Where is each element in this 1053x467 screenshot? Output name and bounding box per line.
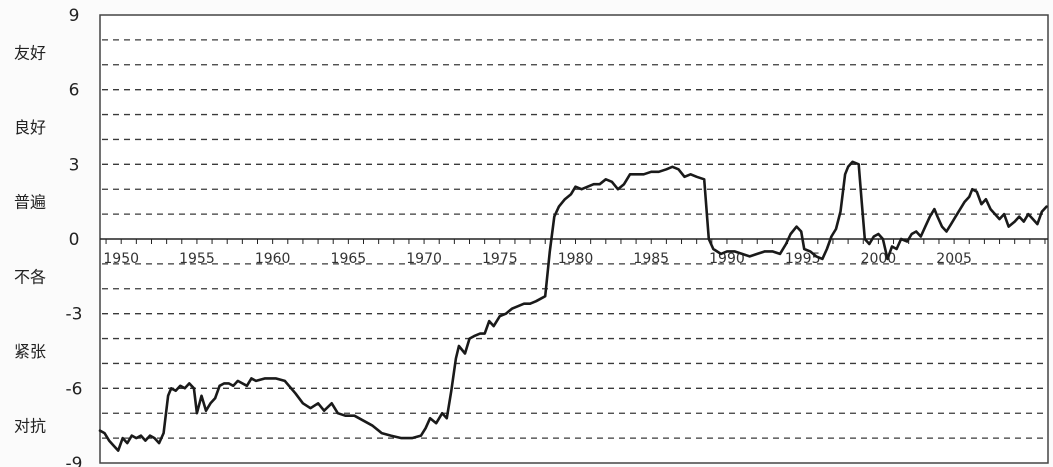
gridlines	[102, 39, 1046, 439]
category-label: 普遍	[14, 193, 46, 212]
x-tick-label: 1950	[103, 251, 139, 267]
category-label: 良好	[14, 118, 46, 137]
y-tick-label: 3	[69, 155, 80, 175]
x-tick-label: 1980	[558, 251, 594, 267]
category-label: 紧张	[14, 342, 46, 361]
x-tick-label: 1995	[785, 251, 821, 267]
x-tick-label: 1985	[633, 251, 669, 267]
series-layer	[98, 160, 1048, 452]
series-line	[98, 160, 1048, 452]
x-tick-label: 1990	[709, 251, 745, 267]
x-tick-label: 1975	[482, 251, 518, 267]
x-axis-ticks: 1950 1955 1960 1965 1970 1975 1980 1985 1990 1995…	[103, 239, 1046, 267]
x-tick-label: 1955	[179, 251, 215, 267]
x-tick-label: 1965	[331, 251, 367, 267]
y-tick-label: 0	[69, 230, 80, 250]
x-tick-label: 1970	[406, 251, 442, 267]
y-tick-label: 9	[69, 6, 80, 26]
y-tick-label: 6	[69, 81, 80, 101]
x-tick-label: 1960	[255, 251, 291, 267]
category-label: 友好	[14, 43, 46, 62]
category-label: 对抗	[14, 417, 46, 436]
y-axis-ticks: 9 6 3 0 -3 -6 -9	[66, 6, 83, 467]
y-tick-label: -9	[66, 454, 83, 467]
x-tick-label: 2005	[936, 251, 972, 267]
category-label: 不各	[14, 267, 46, 286]
y-tick-label: -3	[66, 305, 83, 325]
y-tick-label: -6	[66, 379, 83, 399]
